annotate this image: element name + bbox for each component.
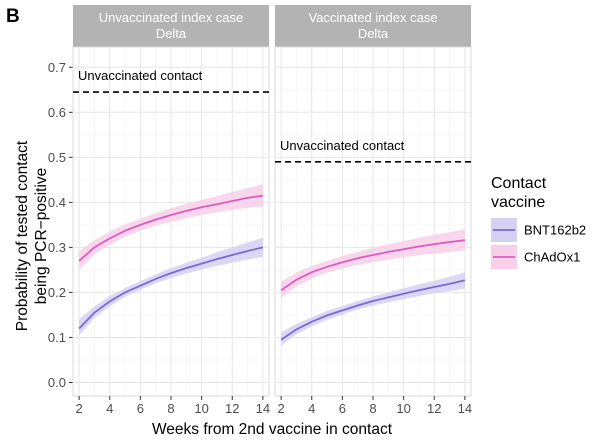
- x-tick-label: 6: [339, 401, 346, 416]
- facet-strip-label: Unvaccinated index case: [99, 10, 244, 25]
- reference-label: Unvaccinated contact: [78, 68, 203, 83]
- x-tick-label: 4: [106, 401, 113, 416]
- x-tick-label: 8: [369, 401, 376, 416]
- y-tick-label: 0.6: [48, 105, 66, 120]
- y-axis-title-line-1: Probability of tested contact: [14, 140, 31, 331]
- x-tick-label: 2: [278, 401, 285, 416]
- series-line: [78, 194, 264, 262]
- confidence-ribbon: [79, 237, 263, 336]
- y-tick-label: 0.7: [48, 60, 66, 75]
- x-tick-label: 14: [256, 401, 270, 416]
- y-tick-label: 0.5: [48, 150, 66, 165]
- legend: Contact vaccine BNT162b2 ChAdOx1: [491, 175, 586, 269]
- x-axis-title: Weeks from 2nd vaccine in contact: [152, 421, 393, 438]
- y-tick-labels: 0.0 0.1 0.2 0.3 0.4 0.5 0.6 0.7: [48, 60, 73, 390]
- legend-title-line-1: Contact: [491, 175, 547, 192]
- legend-title-line-2: vaccine: [491, 194, 545, 211]
- y-axis-title-line-2: being PCR−positive: [33, 168, 50, 305]
- facet-strip-label: Delta: [156, 26, 187, 41]
- x-tick-label: 12: [427, 401, 441, 416]
- x-tick-label: 10: [194, 401, 208, 416]
- y-tick-label: 0.3: [48, 240, 66, 255]
- facet-strip: [275, 5, 471, 47]
- x-tick-label: 14: [458, 401, 472, 416]
- series-line: [280, 239, 466, 291]
- legend-entry-label: BNT162b2: [524, 223, 586, 238]
- x-tick-label: 12: [225, 401, 239, 416]
- x-tick-label: 8: [167, 401, 174, 416]
- series-line: [280, 279, 466, 341]
- y-tick-label: 0.0: [48, 375, 66, 390]
- facet-strip: [73, 5, 269, 47]
- series-line: [78, 246, 264, 330]
- x-tick-label: 4: [308, 401, 315, 416]
- legend-entry-label: ChAdOx1: [524, 250, 580, 265]
- y-tick-label: 0.1: [48, 330, 66, 345]
- x-tick-label: 10: [396, 401, 410, 416]
- y-tick-label: 0.2: [48, 285, 66, 300]
- y-tick-label: 0.4: [48, 195, 66, 210]
- x-tick-label: 6: [137, 401, 144, 416]
- panel-label: B: [6, 6, 20, 27]
- confidence-ribbon: [79, 184, 263, 270]
- facet-strip-label: Delta: [358, 26, 389, 41]
- panels: Unvaccinated index caseDeltaUnvaccinated…: [72, 5, 472, 416]
- y-axis-title: Probability of tested contact being PCR−…: [14, 140, 50, 331]
- facet-strip-label: Vaccinated index case: [308, 10, 437, 25]
- reference-label: Unvaccinated contact: [280, 138, 405, 153]
- x-tick-label: 2: [76, 401, 83, 416]
- legend-keys: BNT162b2 ChAdOx1: [491, 218, 586, 269]
